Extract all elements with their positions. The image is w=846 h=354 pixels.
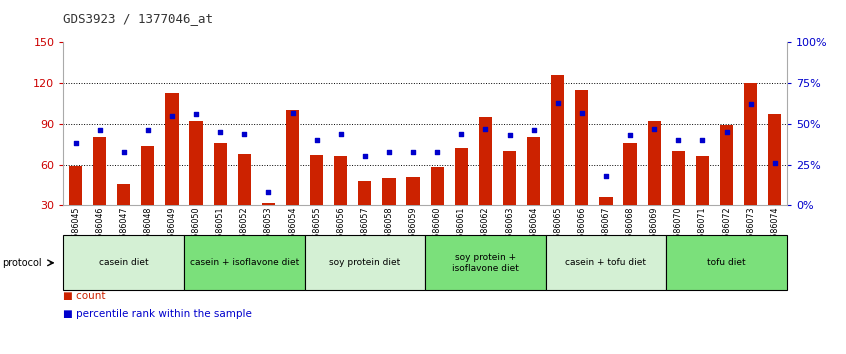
Point — [624, 132, 637, 138]
Bar — [647, 121, 661, 205]
Bar — [117, 184, 130, 205]
Text: soy protein diet: soy protein diet — [329, 258, 400, 267]
Point — [261, 189, 275, 195]
Bar — [238, 154, 251, 205]
Point — [695, 137, 709, 143]
Bar — [334, 156, 348, 205]
Text: tofu diet: tofu diet — [707, 258, 746, 267]
Text: GDS3923 / 1377046_at: GDS3923 / 1377046_at — [63, 12, 213, 25]
Bar — [358, 181, 371, 205]
Bar — [479, 117, 492, 205]
Text: casein diet: casein diet — [99, 258, 149, 267]
Text: soy protein +
isoflavone diet: soy protein + isoflavone diet — [452, 253, 519, 273]
Text: casein + isoflavone diet: casein + isoflavone diet — [190, 258, 299, 267]
Point — [744, 102, 757, 107]
Point — [672, 137, 685, 143]
Point — [431, 149, 444, 154]
Point — [406, 149, 420, 154]
Point — [334, 131, 348, 137]
Point — [190, 111, 203, 117]
Text: ■ count: ■ count — [63, 291, 106, 301]
Point — [382, 149, 396, 154]
Bar — [599, 197, 613, 205]
Point — [647, 126, 661, 132]
Bar — [190, 121, 203, 205]
Bar — [93, 137, 107, 205]
Point — [238, 131, 251, 137]
Bar — [382, 178, 396, 205]
Bar — [165, 93, 179, 205]
Point — [768, 160, 782, 166]
Point — [310, 137, 323, 143]
Bar — [768, 114, 782, 205]
Bar — [406, 177, 420, 205]
Bar — [695, 156, 709, 205]
Point — [551, 100, 564, 105]
Bar — [672, 151, 685, 205]
Bar — [213, 143, 227, 205]
Point — [503, 132, 516, 138]
Point — [141, 127, 155, 133]
Point — [165, 113, 179, 119]
Point — [358, 154, 371, 159]
Bar — [527, 137, 541, 205]
Bar — [720, 125, 733, 205]
Bar — [141, 145, 155, 205]
Point — [93, 127, 107, 133]
Point — [575, 110, 589, 115]
Bar — [454, 148, 468, 205]
Point — [454, 131, 468, 137]
Point — [69, 141, 82, 146]
Point — [527, 127, 541, 133]
Bar — [575, 90, 589, 205]
Point — [720, 129, 733, 135]
Text: protocol: protocol — [2, 258, 41, 268]
Text: ■ percentile rank within the sample: ■ percentile rank within the sample — [63, 309, 252, 319]
Point — [599, 173, 613, 179]
Point — [117, 149, 130, 154]
Bar — [69, 166, 82, 205]
Bar — [286, 110, 299, 205]
Point — [479, 126, 492, 132]
Point — [286, 110, 299, 115]
Bar — [744, 83, 757, 205]
Point — [213, 129, 227, 135]
Text: casein + tofu diet: casein + tofu diet — [565, 258, 646, 267]
Bar — [261, 202, 275, 205]
Bar — [431, 167, 444, 205]
Bar — [310, 155, 323, 205]
Bar — [551, 75, 564, 205]
Bar — [624, 143, 637, 205]
Bar — [503, 151, 516, 205]
